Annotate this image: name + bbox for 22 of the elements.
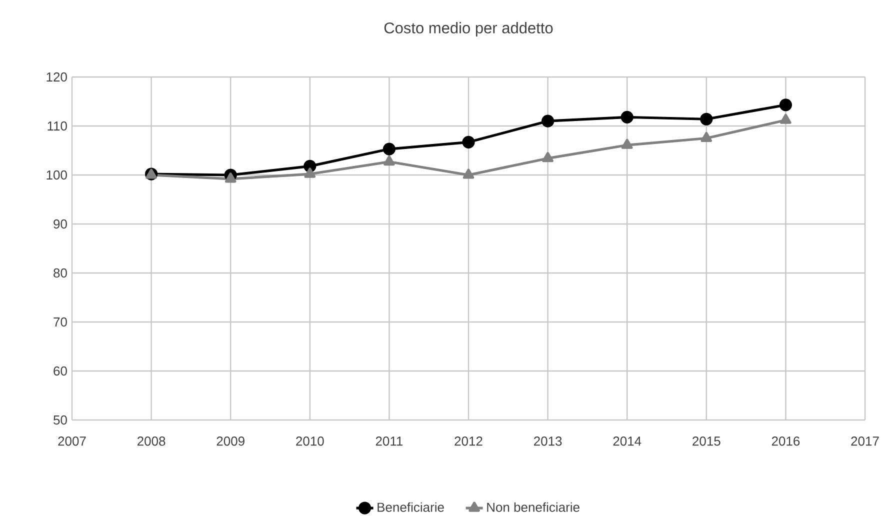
x-tick-label: 2010	[296, 436, 324, 446]
y-tick-label: 50	[54, 415, 67, 425]
y-tick-label: 70	[54, 317, 67, 327]
y-tick-label: 80	[54, 268, 67, 278]
x-tick-label: 2007	[58, 436, 86, 446]
x-tick-label: 2016	[772, 436, 800, 446]
x-tick-label: 2013	[534, 436, 562, 446]
legend-label: Beneficiarie	[378, 502, 444, 512]
y-tick-label: 60	[54, 366, 67, 376]
x-tick-label: 2008	[138, 436, 166, 446]
y-tick-label: 100	[46, 170, 67, 180]
chart-title: Costo medio per addetto	[384, 22, 553, 36]
x-tick-label: 2015	[692, 436, 720, 446]
y-tick-label: 120	[46, 72, 67, 82]
y-tick-label: 90	[54, 219, 67, 229]
legend-label: Non beneficiarie	[487, 502, 580, 512]
x-tick-label: 2011	[376, 436, 403, 446]
x-tick-label: 2017	[851, 436, 879, 446]
x-tick-label: 2012	[454, 436, 482, 446]
x-tick-label: 2014	[613, 436, 642, 446]
x-tick-label: 2009	[216, 436, 244, 446]
y-tick-label: 110	[48, 121, 67, 131]
